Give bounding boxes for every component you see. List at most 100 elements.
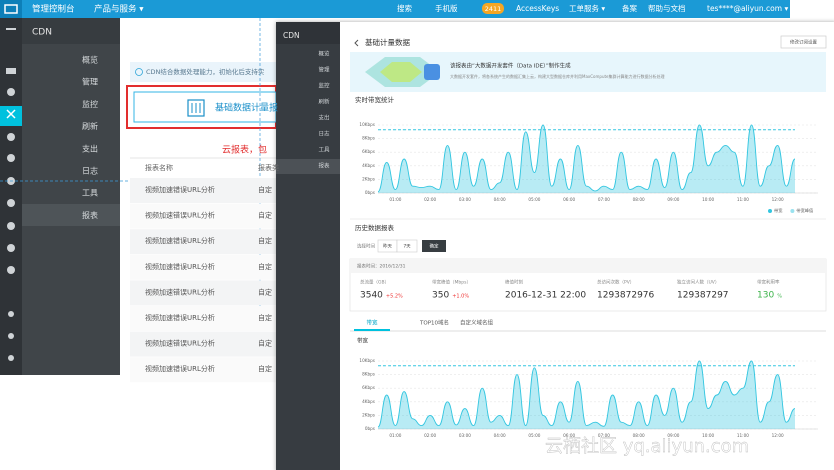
stat-label: 总访问次数（PV） <box>597 279 634 286</box>
stat-change: +5.2% <box>386 294 403 300</box>
settings-button[interactable] <box>780 35 827 49</box>
table-row <box>130 331 276 357</box>
overlay-menu-item[interactable]: 监控 <box>318 82 330 90</box>
icon <box>7 244 15 252</box>
icon <box>7 222 15 230</box>
report-button[interactable] <box>133 91 277 123</box>
topbar-item[interactable]: 管理控制台 <box>32 4 75 15</box>
confirm-text: 确定 <box>430 243 439 250</box>
confirm-button[interactable] <box>422 240 446 252</box>
stat-label: 带宽峰值（Mbps） <box>432 279 471 286</box>
overlay-menu-item[interactable]: 支出 <box>318 114 329 122</box>
menu-item[interactable]: 支出 <box>82 143 98 153</box>
overlay-sidebar-header <box>276 22 340 44</box>
stat-label: 独立访问人数（UV） <box>677 279 719 286</box>
table-cell: 视频加速错误URL分析 <box>145 185 215 194</box>
topbar <box>0 0 790 18</box>
report-icon <box>187 99 205 117</box>
banner-text: 大数据开发套件，将各系统产生的数据汇集上云，构建大型数据仓库并利用MaxComp… <box>450 73 665 79</box>
icon-active-glyph <box>6 109 16 119</box>
table-row <box>130 229 276 255</box>
overlay-menu-item[interactable]: 刷新 <box>318 98 330 106</box>
icon <box>7 266 15 274</box>
overlay-menu-item[interactable]: 工具 <box>318 147 330 154</box>
menu-item[interactable]: 报表 <box>82 210 98 220</box>
stats-header <box>350 259 826 273</box>
bandwidth-area <box>378 361 795 429</box>
stat-label: 带宽利用率 <box>757 279 780 286</box>
x-tick-label: 04:00 <box>494 197 506 202</box>
tab[interactable]: 自定义域名组 <box>460 319 494 327</box>
y-tick-label: 8Kbps <box>362 372 375 377</box>
icon <box>8 333 14 339</box>
icon <box>8 311 14 317</box>
overlay-menu-item[interactable]: 日志 <box>318 130 330 138</box>
logo-cell <box>0 0 22 18</box>
menu-item[interactable]: 工具 <box>82 189 98 198</box>
table-cell: 视频加速错误URL分析 <box>145 313 215 322</box>
overlay-menu-item[interactable]: 管理 <box>318 66 330 74</box>
overlay-menu-selected <box>276 159 340 174</box>
table-cell: 自定 <box>258 236 272 245</box>
bandwidth-area <box>378 125 795 193</box>
topbar-item[interactable]: 工单服务 ▾ <box>569 3 605 13</box>
y-tick-label: 4Kbps <box>362 399 375 404</box>
topbar-item[interactable]: 手机版 <box>435 3 458 13</box>
topbar-item[interactable]: 备案 <box>622 3 637 13</box>
tab[interactable]: TOP10域名 <box>419 319 449 327</box>
menu-item[interactable]: 日志 <box>82 166 98 176</box>
back-arrow[interactable] <box>354 39 359 47</box>
topbar-item[interactable]: tes****@aliyun.com ▾ <box>707 4 788 13</box>
table-row <box>130 306 276 331</box>
overlay-menu-item[interactable]: 概览 <box>318 50 330 58</box>
info-text: CDN结合数据处理能力，初始化后支持实 <box>146 67 265 76</box>
legend-label: 带宽 <box>774 207 783 214</box>
y-tick-label: 4Kbps <box>362 163 375 168</box>
x-tick-label: 11:00 <box>737 433 749 438</box>
tab[interactable]: 带宽 <box>366 319 378 327</box>
menu-item[interactable]: 管理 <box>82 77 98 87</box>
x-tick-label: 03:00 <box>459 197 471 202</box>
topbar-item[interactable]: 搜索 <box>397 3 412 13</box>
time-button-text: 昨天 <box>383 243 392 250</box>
info-bar <box>130 62 276 82</box>
icon <box>6 68 16 74</box>
topbar-item[interactable]: 帮助与文档 <box>648 3 686 13</box>
table-row <box>130 357 276 383</box>
overlay-menu-item[interactable]: 报表 <box>318 162 330 170</box>
menu-item[interactable]: 监控 <box>82 99 98 109</box>
x-tick-label: 10:00 <box>702 433 714 438</box>
topbar-item[interactable]: 产品与服务 ▾ <box>94 4 144 15</box>
x-tick-label: 05:00 <box>528 197 540 202</box>
stat-value: 1293872976 <box>597 291 655 301</box>
table-cell: 自定 <box>258 313 272 322</box>
logo <box>4 4 18 14</box>
icon <box>7 133 15 141</box>
stat-value: 350 <box>432 291 449 301</box>
y-tick-label: 10Kbps <box>359 358 375 363</box>
legend-swatch <box>768 209 772 213</box>
time-button[interactable] <box>396 239 418 253</box>
x-tick-label: 01:00 <box>389 433 401 438</box>
overlay-sidebar-title: CDN <box>283 31 300 40</box>
menu-item[interactable]: 概览 <box>82 55 98 65</box>
icon <box>6 28 16 30</box>
topbar-item[interactable]: AccessKeys <box>516 4 559 13</box>
y-tick-label: 0bps <box>365 190 375 195</box>
menu-item[interactable]: 刷新 <box>82 121 98 131</box>
y-tick-label: 6Kbps <box>362 149 375 154</box>
x-tick-label: 01:00 <box>389 197 401 202</box>
icon <box>7 88 15 96</box>
cdn-sidebar <box>22 18 120 375</box>
x-tick-label: 08:00 <box>633 197 645 202</box>
x-tick-label: 06:00 <box>563 197 575 202</box>
table-cell: 视频加速错误URL分析 <box>145 339 215 348</box>
icon <box>8 355 14 361</box>
bandwidth-line <box>377 360 796 428</box>
x-tick-label: 07:00 <box>598 197 610 202</box>
x-tick-label: 11:00 <box>737 197 749 202</box>
stat-change: +1.0% <box>452 294 469 300</box>
